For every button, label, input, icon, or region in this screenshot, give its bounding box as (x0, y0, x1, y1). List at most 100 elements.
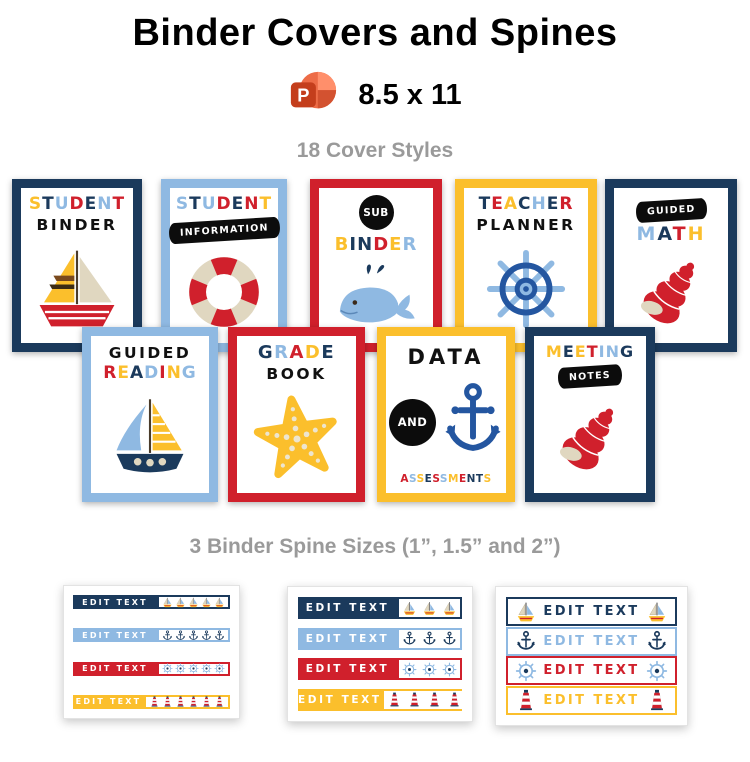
binder-cover-student-binder: STUDENT BINDER (12, 179, 142, 352)
wheel-icon (201, 663, 212, 674)
wheel-icon (214, 663, 225, 674)
spine-icon-strip (399, 599, 460, 617)
binder-spine-yellow-lighthouse: EDIT TEXT (298, 688, 465, 711)
sailboat-icon (442, 601, 457, 616)
banner-flag: NOTES (557, 364, 623, 390)
header: Binder Covers and Spines P 8.5 x 11 18 C… (0, 12, 750, 163)
spines-grid: EDIT TEXT EDIT TEXT (0, 581, 750, 747)
shell-graphic (534, 387, 646, 493)
wheel-icon (175, 663, 186, 674)
format-row: P 8.5 x 11 (0, 69, 750, 121)
and-badge: AND (389, 398, 436, 446)
anchor-icon (162, 630, 173, 641)
page-size-label: 8.5 x 11 (358, 78, 462, 111)
cover-title-letters: GRADE (257, 342, 336, 363)
wheel-icon (188, 663, 199, 674)
binder-spine-yellow-lighthouse: EDIT TEXT (73, 694, 230, 709)
wheel-icon (162, 663, 173, 674)
anchor-graphic: AND (386, 371, 506, 473)
sailboat-icon (402, 601, 417, 616)
wheel-icon (402, 662, 417, 677)
binder-spine-lightblue-anchor: EDIT TEXT (298, 627, 462, 650)
anchor-icon (515, 630, 537, 652)
banner-flag: GUIDED (635, 197, 707, 224)
wheel-icon (646, 660, 668, 682)
lighthouse-icon (515, 689, 537, 711)
anchor-icon (646, 630, 668, 652)
lighthouse-icon (201, 696, 212, 708)
cover-title-letters: BINDER (334, 234, 418, 255)
binder-spine-red-wheel: EDIT TEXT (506, 656, 677, 686)
spine-card-1-inch: EDIT TEXT EDIT TEXT (63, 585, 240, 719)
spine-card-2-inch: EDIT TEXT EDIT TEXT EDIT TEXT (495, 586, 688, 726)
spine-icon-strip (399, 660, 460, 679)
spine-edit-text: EDIT TEXT (305, 663, 390, 676)
binder-cover-guided-reading: GUIDED READING (82, 327, 218, 502)
lighthouse-icon (175, 696, 186, 708)
sailboat-b-graphic (91, 383, 209, 493)
sailboat-icon (515, 601, 537, 623)
cover-title-letters: MEETING (545, 342, 635, 361)
powerpoint-icon: P (288, 68, 338, 123)
sailboat-icon (214, 597, 225, 608)
sailboat-icon (175, 597, 186, 608)
wheel-icon (422, 662, 437, 677)
anchor-icon (214, 630, 225, 641)
binder-cover-guided-math: GUIDED MATH (605, 179, 737, 352)
cover-title-text: BINDER (36, 215, 118, 234)
binder-spine-navy-sailboat: EDIT TEXT (298, 597, 462, 619)
spine-edit-text: EDIT TEXT (543, 663, 640, 679)
binder-cover-meeting-notes: MEETING NOTES (525, 327, 655, 502)
lighthouse-icon (214, 696, 225, 708)
binder-cover-teacher-planner: TEACHER PLANNER (455, 179, 597, 352)
starfish-graphic (237, 385, 356, 493)
anchor-icon (175, 630, 186, 641)
binder-cover-grade-book: GRADE BOOK (228, 327, 365, 502)
cover-title-letters: READING (103, 362, 197, 383)
anchor-icon (422, 631, 437, 646)
spine-icon-strip (159, 597, 228, 607)
spine-edit-text: EDIT TEXT (543, 633, 640, 649)
sailboat-a-graphic (21, 235, 133, 343)
spine-sizes-label: 3 Binder Spine Sizes (1”, 1.5” and 2”) (189, 535, 561, 558)
binder-spine-red-wheel: EDIT TEXT (298, 658, 462, 681)
sailboat-icon (422, 601, 437, 616)
sailboat-icon (201, 597, 212, 608)
page-title: Binder Covers and Spines (132, 12, 618, 54)
lighthouse-icon (149, 696, 160, 708)
cover-title-text: PLANNER (476, 215, 576, 234)
spine-edit-text: EDIT TEXT (305, 632, 390, 645)
spine-edit-text: EDIT TEXT (82, 597, 148, 607)
cover-title-letters: MATH (636, 223, 706, 245)
sailboat-icon (188, 597, 199, 608)
lighthouse-icon (387, 692, 402, 707)
spine-icon-strip (159, 663, 228, 674)
anchor-icon (443, 381, 503, 464)
spine-edit-text: EDIT TEXT (82, 664, 148, 674)
lighthouse-icon (407, 692, 422, 707)
spine-icon-strip (399, 629, 460, 648)
lighthouse-icon (188, 696, 199, 708)
anchor-icon (442, 631, 457, 646)
wheel-large-graphic (464, 235, 588, 343)
lifering-graphic (170, 241, 278, 343)
binder-cover-data-assessments: DATA AND ASSESSMENTS (377, 327, 515, 502)
circle-badge: SUB (358, 195, 394, 230)
binder-spine-yellow-lighthouse: EDIT TEXT (506, 685, 677, 715)
covers-count-label: 18 Cover Styles (296, 139, 454, 162)
shell-graphic (614, 246, 728, 343)
spine-icon-strip (146, 696, 228, 708)
binder-cover-student-information: STUDENT INFORMATION (161, 179, 287, 352)
lighthouse-icon (427, 692, 442, 707)
binder-spine-red-wheel: EDIT TEXT (73, 661, 230, 676)
cover-title-text: DATA (407, 345, 485, 369)
cover-title-letters: STUDENT (175, 194, 273, 214)
spine-edit-text: EDIT TEXT (305, 602, 390, 614)
anchor-icon (201, 630, 212, 641)
spine-edit-text: EDIT TEXT (298, 693, 382, 706)
powerpoint-letter: P (298, 84, 310, 105)
binder-spine-lightblue-anchor: EDIT TEXT (73, 628, 230, 643)
spine-edit-text: EDIT TEXT (543, 604, 640, 619)
spine-icon-strip (159, 630, 228, 641)
sailboat-icon (162, 597, 173, 608)
